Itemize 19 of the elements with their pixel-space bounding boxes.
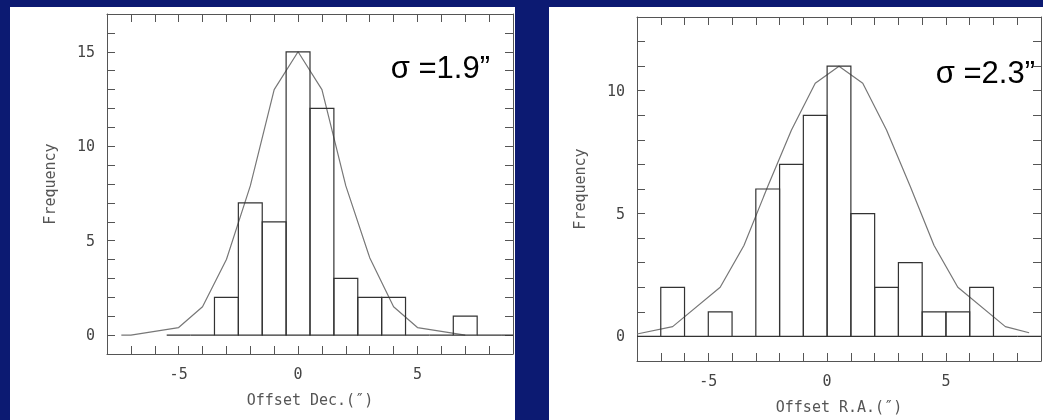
y-tick-label: 0 [85, 326, 95, 345]
y-tick-label: 5 [85, 231, 95, 250]
y-tick-label: 5 [615, 204, 625, 223]
x-tick-label: -5 [169, 364, 188, 383]
annotation: σ =1.9” [390, 50, 491, 85]
x-axis-title: Offset R.A.(″) [775, 397, 903, 416]
y-tick-label: 10 [76, 137, 95, 156]
x-tick-label: -5 [699, 371, 718, 390]
x-axis-title: Offset Dec.(″) [246, 390, 374, 409]
y-tick-label: 10 [606, 81, 625, 100]
x-tick-label: 5 [941, 371, 951, 390]
x-tick-label: 5 [412, 364, 422, 383]
x-tick-label: 0 [293, 364, 303, 383]
y-tick-label: 15 [76, 42, 95, 61]
y-axis-title: Frequency [40, 143, 59, 225]
annotation: σ =2.3” [935, 55, 1036, 90]
x-tick-label: 0 [822, 371, 832, 390]
y-axis-title: Frequency [570, 148, 589, 230]
y-tick-label: 0 [615, 327, 625, 346]
